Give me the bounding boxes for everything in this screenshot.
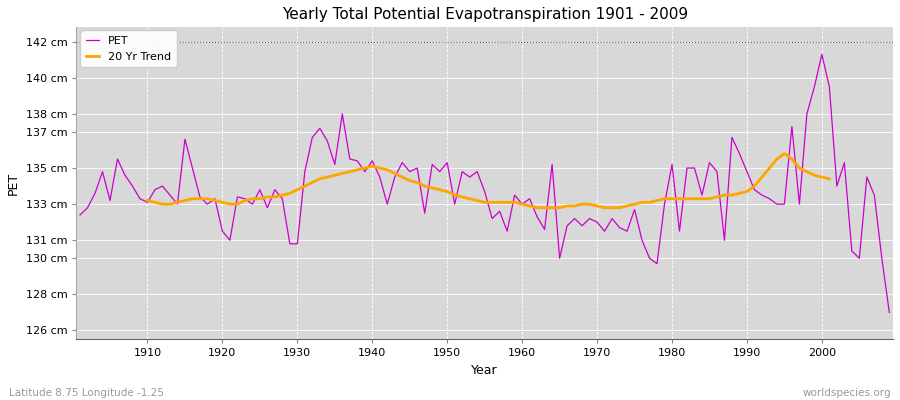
20 Yr Trend xyxy=(779,151,790,156)
Line: 20 Yr Trend: 20 Yr Trend xyxy=(148,154,830,208)
20 Yr Trend xyxy=(689,196,700,201)
20 Yr Trend xyxy=(142,198,153,203)
X-axis label: Year: Year xyxy=(472,364,498,377)
PET xyxy=(607,216,617,221)
20 Yr Trend xyxy=(719,193,730,198)
20 Yr Trend xyxy=(652,198,662,203)
20 Yr Trend xyxy=(824,176,835,181)
20 Yr Trend xyxy=(697,196,707,201)
20 Yr Trend xyxy=(681,196,692,201)
Line: PET: PET xyxy=(80,54,889,312)
20 Yr Trend xyxy=(532,205,543,210)
Text: Latitude 8.75 Longitude -1.25: Latitude 8.75 Longitude -1.25 xyxy=(9,388,164,398)
PET xyxy=(884,310,895,315)
PET xyxy=(135,196,146,201)
PET xyxy=(300,169,310,174)
PET xyxy=(517,202,527,206)
PET xyxy=(345,157,356,162)
Text: worldspecies.org: worldspecies.org xyxy=(803,388,891,398)
20 Yr Trend xyxy=(554,205,565,210)
PET xyxy=(816,52,827,57)
Title: Yearly Total Potential Evapotranspiration 1901 - 2009: Yearly Total Potential Evapotranspiratio… xyxy=(282,7,688,22)
PET xyxy=(75,212,86,217)
PET xyxy=(509,193,520,198)
Y-axis label: PET: PET xyxy=(7,172,20,195)
Legend: PET, 20 Yr Trend: PET, 20 Yr Trend xyxy=(80,30,176,67)
